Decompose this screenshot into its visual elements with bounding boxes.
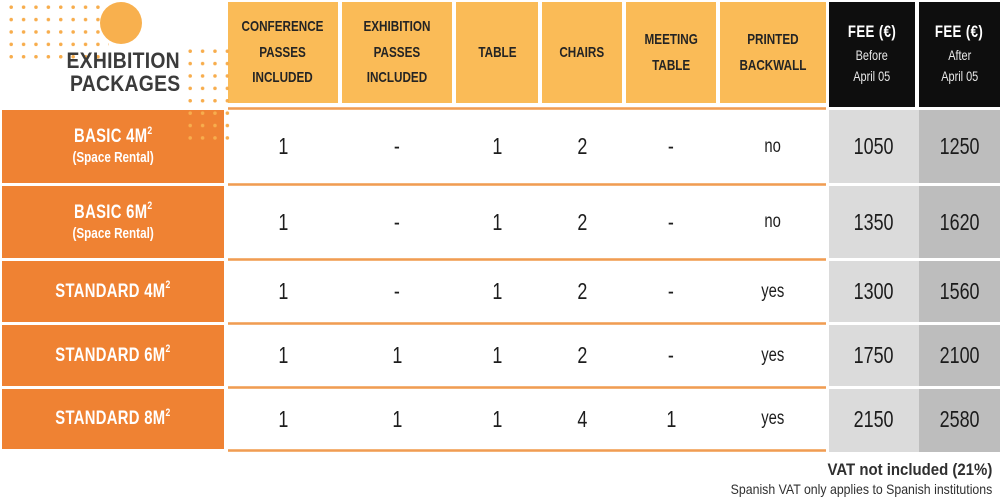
cell-fee-after: 1250 — [919, 110, 1000, 183]
cell-fee-before: 1050 — [829, 110, 919, 183]
package-size-superscript: 2 — [147, 200, 153, 213]
cell-table: 1 — [492, 208, 502, 235]
cell-printed-backwall: yes — [761, 408, 785, 429]
fee-before-subtitle: Before April 05 — [853, 47, 891, 84]
vat-note: VAT not included (21%) Spanish VAT only … — [695, 460, 992, 497]
fee-before-title: FEE (€) — [847, 22, 897, 41]
row-separator — [228, 107, 826, 110]
cell-fee-after: 2580 — [919, 389, 1000, 449]
vat-note-line2: Spanish VAT only applies to Spanish inst… — [730, 481, 992, 497]
column-header-conference-passes: CONFERENCE PASSES INCLUDED — [228, 2, 338, 103]
package-name: STANDARD 8M — [55, 408, 166, 430]
package-size-superscript: 2 — [165, 406, 171, 419]
pricing-table: CONFERENCE PASSES INCLUDED EXHIBITION PA… — [2, 2, 1000, 452]
package-size-superscript: 2 — [165, 343, 171, 356]
cell-table: 1 — [492, 133, 502, 159]
cell-table: 1 — [492, 278, 502, 304]
cell-meeting-table: - — [668, 342, 674, 368]
cell-fee-after: 2100 — [919, 325, 1000, 386]
page-title-line1: EXHIBITION — [66, 48, 180, 73]
cell-table: 1 — [492, 342, 502, 368]
cell-fee-before: 2150 — [829, 389, 919, 449]
fee-before-column-footer — [829, 449, 919, 452]
column-header-printed-backwall: PRINTED BACKWALL — [720, 2, 826, 103]
package-name: BASIC 4M — [73, 126, 148, 148]
cell-fee-after: 1620 — [919, 186, 1000, 258]
cell-printed-backwall: yes — [761, 344, 785, 366]
dot-grid-top-left-decoration — [5, 1, 109, 61]
column-header-chairs: CHAIRS — [542, 2, 622, 103]
row-label-standard-6m: STANDARD 6M2 — [2, 325, 224, 386]
fee-after-subtitle: After April 05 — [940, 47, 979, 84]
cell-fee-after: 1560 — [919, 261, 1000, 322]
row-separator — [228, 449, 826, 452]
cell-exhibition-passes: 1 — [392, 405, 402, 432]
fee-after-column-footer — [919, 449, 1000, 452]
cell-meeting-table: 1 — [666, 405, 676, 432]
column-header-table: TABLE — [456, 2, 538, 103]
cell-fee-before: 1300 — [829, 261, 919, 322]
cell-conference-passes: 1 — [278, 405, 288, 432]
cell-conference-passes: 1 — [278, 342, 288, 368]
column-header-fee-before: FEE (€) Before April 05 — [829, 2, 915, 107]
column-header-exhibition-passes: EXHIBITION PASSES INCLUDED — [342, 2, 452, 103]
dot-grid-right-decoration — [184, 45, 234, 145]
cell-exhibition-passes: - — [394, 133, 400, 159]
row-label-standard-4m: STANDARD 4M2 — [2, 261, 224, 322]
cell-chairs: 2 — [577, 278, 587, 304]
row-label-basic-6m: BASIC 6M2 (Space Rental) — [2, 186, 224, 258]
cell-exhibition-passes: - — [394, 278, 400, 304]
column-header-fee-after: FEE (€) After April 05 — [919, 2, 1000, 107]
cell-conference-passes: 1 — [278, 133, 288, 159]
vat-note-line1: VAT not included (21%) — [827, 460, 992, 479]
cell-exhibition-passes: 1 — [392, 342, 402, 368]
package-name: STANDARD 6M — [55, 344, 166, 366]
row-label-standard-8m: STANDARD 8M2 — [2, 389, 224, 449]
circle-decoration — [100, 2, 142, 44]
cell-printed-backwall: no — [764, 211, 782, 232]
cell-printed-backwall: no — [764, 135, 782, 157]
page-title: EXHIBITION PACKAGES — [30, 49, 180, 95]
cell-chairs: 2 — [577, 342, 587, 368]
package-subtitle: (Space Rental) — [72, 149, 154, 166]
cell-exhibition-passes: - — [394, 208, 400, 235]
cell-chairs: 4 — [577, 405, 587, 432]
cell-fee-before: 1350 — [829, 186, 919, 258]
column-header-meeting-table: MEETING TABLE — [626, 2, 716, 103]
cell-table: 1 — [492, 405, 502, 432]
cell-fee-before: 1750 — [829, 325, 919, 386]
cell-chairs: 2 — [577, 208, 587, 235]
row-separator — [228, 322, 826, 325]
package-name: STANDARD 4M — [55, 280, 166, 302]
row-separator — [228, 258, 826, 261]
cell-printed-backwall: yes — [761, 280, 785, 302]
package-size-superscript: 2 — [147, 124, 153, 137]
cell-conference-passes: 1 — [278, 278, 288, 304]
cell-meeting-table: - — [668, 278, 674, 304]
package-subtitle: (Space Rental) — [72, 224, 154, 242]
cell-chairs: 2 — [577, 133, 587, 159]
cell-conference-passes: 1 — [278, 208, 288, 235]
cell-meeting-table: - — [668, 133, 674, 159]
package-size-superscript: 2 — [165, 279, 171, 292]
row-separator — [228, 183, 826, 186]
cell-meeting-table: - — [668, 208, 674, 235]
row-separator — [228, 386, 826, 389]
fee-after-title: FEE (€) — [935, 22, 984, 41]
page-title-line2: PACKAGES — [69, 71, 180, 96]
package-name: BASIC 6M — [73, 201, 148, 223]
